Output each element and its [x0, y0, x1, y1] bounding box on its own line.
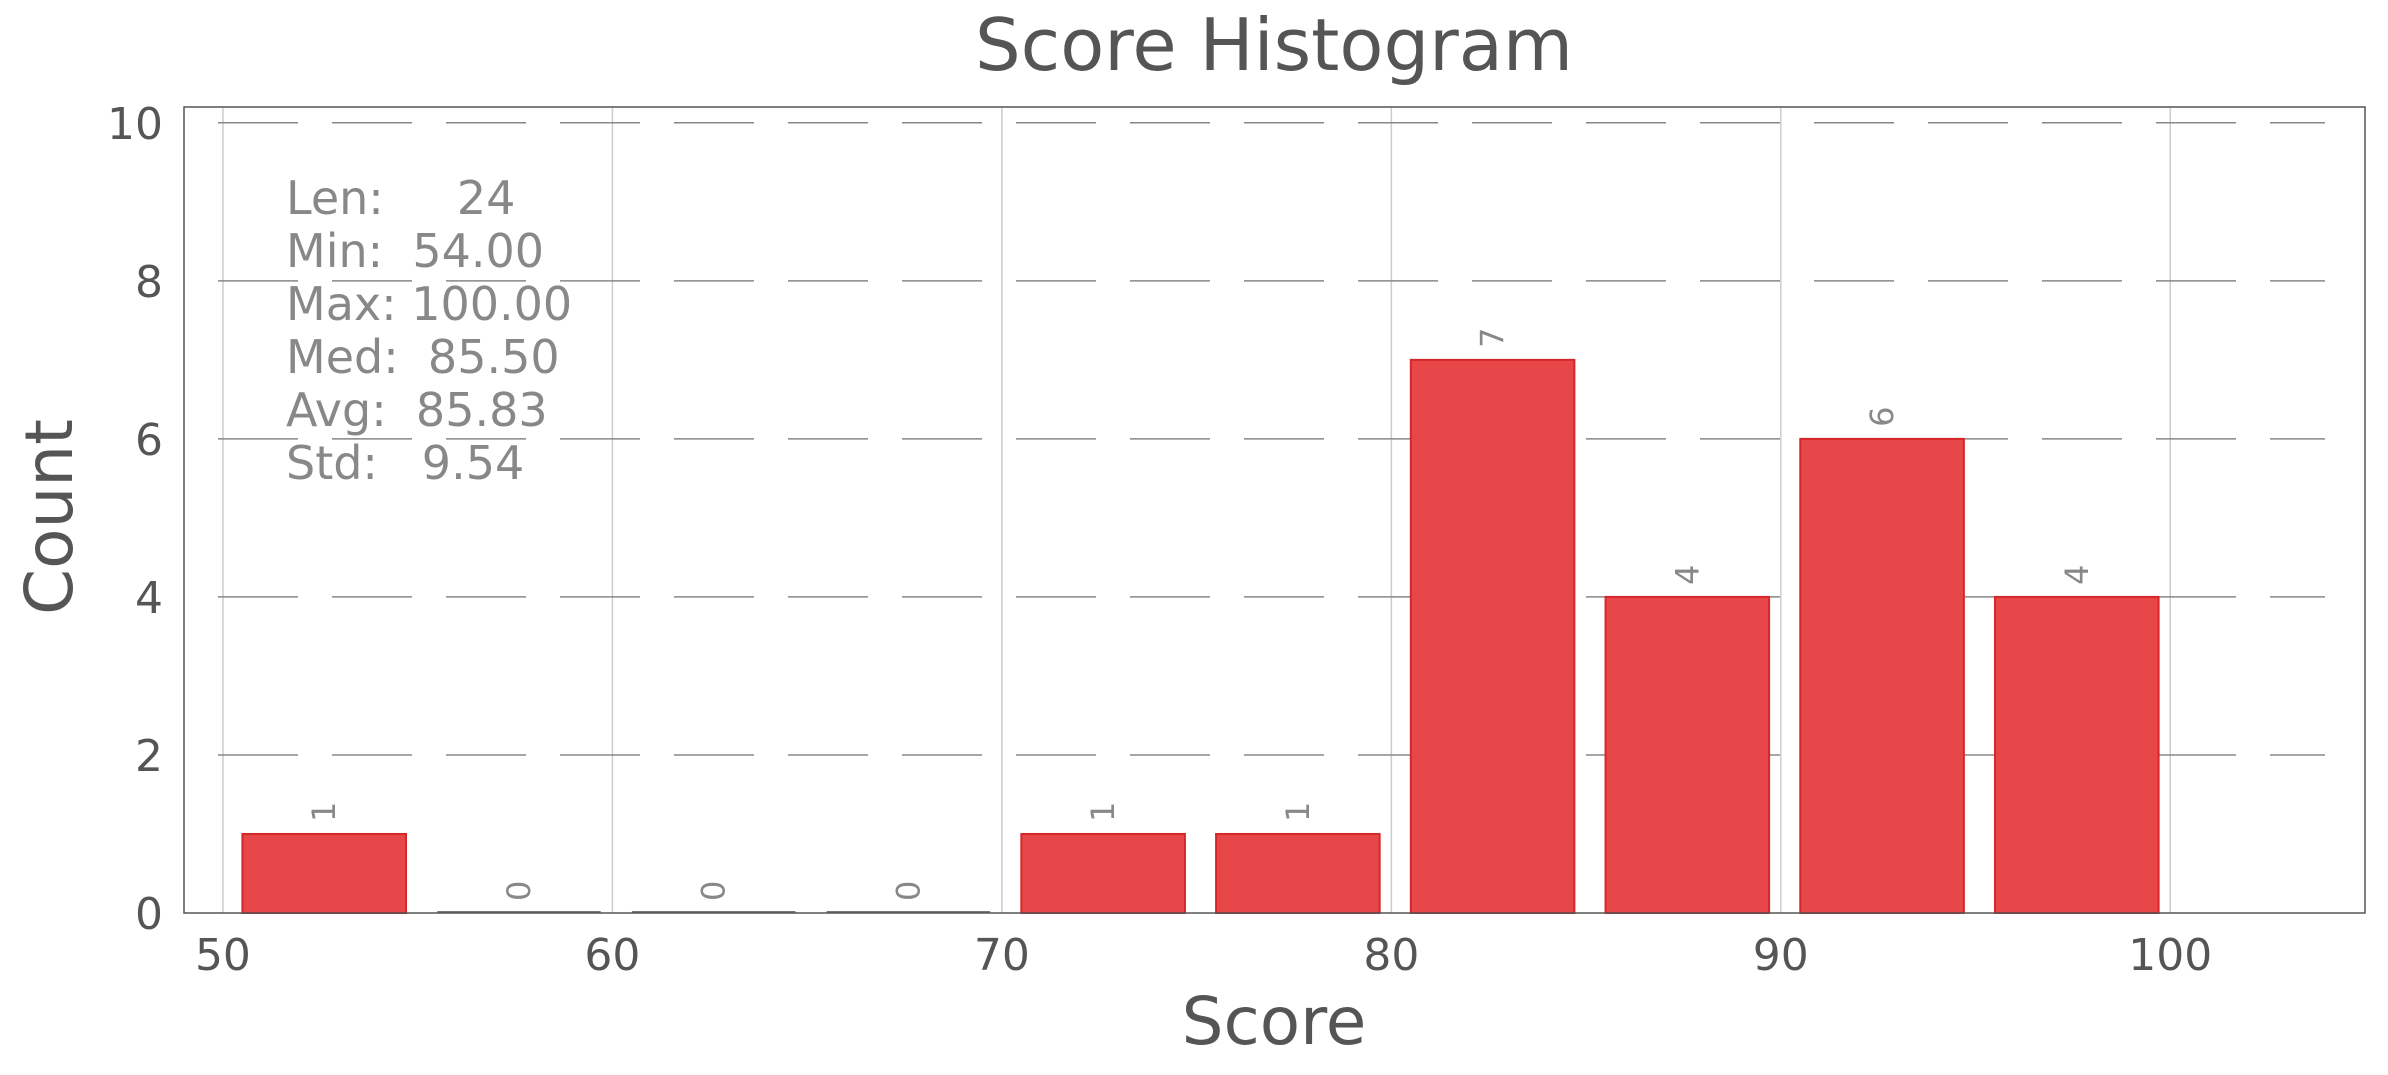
- stats-line: Avg: 85.83: [286, 383, 548, 437]
- bar-count-label: 4: [2058, 565, 2096, 585]
- stats-line: Max: 100.00: [286, 277, 572, 331]
- grid: [184, 107, 2325, 913]
- bar-count-label: 7: [1474, 328, 1512, 348]
- y-axis-label: Count: [11, 419, 88, 615]
- x-tick-label: 90: [1753, 930, 1809, 981]
- bar-count-label: 0: [695, 881, 733, 901]
- histogram-bar: [1409, 358, 1576, 914]
- histogram-bar: [1799, 437, 1965, 914]
- x-tick-label: 60: [584, 930, 640, 981]
- bar-labels: 1 0 0 0 1 1 7 4 6 4: [305, 328, 2096, 901]
- stats-line: Med: 85.50: [286, 330, 560, 384]
- x-tick-label: 50: [195, 930, 251, 981]
- bar-count-label: 4: [1668, 565, 1706, 585]
- stats-line: Len: 24: [286, 171, 515, 225]
- bar-count-label: 6: [1863, 407, 1901, 427]
- x-tick-labels: 50 60 70 80 90 100: [195, 930, 2212, 981]
- chart-title: Score Histogram: [975, 3, 1573, 87]
- bar-count-label: 1: [305, 802, 343, 822]
- histogram-bar: [1994, 595, 2160, 914]
- x-tick-label: 100: [2128, 930, 2212, 981]
- bar-count-label: 1: [1084, 802, 1122, 822]
- x-tick-label: 70: [974, 930, 1030, 981]
- bar-count-label: 0: [889, 881, 927, 901]
- y-tick-labels: 0 2 4 6 8 10: [107, 99, 163, 940]
- y-tick-label: 4: [135, 573, 163, 624]
- bar-count-label: 1: [1279, 802, 1317, 822]
- x-tick-label: 80: [1363, 930, 1419, 981]
- stats-line: Min: 54.00: [286, 224, 544, 278]
- y-tick-label: 6: [135, 415, 163, 466]
- y-tick-label: 2: [135, 731, 163, 782]
- histogram-bar: [1215, 832, 1381, 915]
- bars: [241, 358, 2160, 915]
- histogram-bar: [1604, 595, 1771, 914]
- stats-line: Std: 9.54: [286, 436, 524, 490]
- histogram-bar: [241, 832, 407, 915]
- y-tick-label: 8: [135, 257, 163, 308]
- histogram-bar: [1020, 832, 1186, 915]
- stats-box: Len: 24 Min: 54.00 Max: 100.00 Med: 85.50 Av…: [286, 171, 572, 490]
- x-axis-label: Score: [1182, 983, 1367, 1060]
- bar-count-label: 0: [500, 881, 538, 901]
- plot-frame: [183, 106, 2366, 914]
- y-tick-label: 10: [107, 99, 163, 150]
- y-tick-label: 0: [135, 889, 163, 940]
